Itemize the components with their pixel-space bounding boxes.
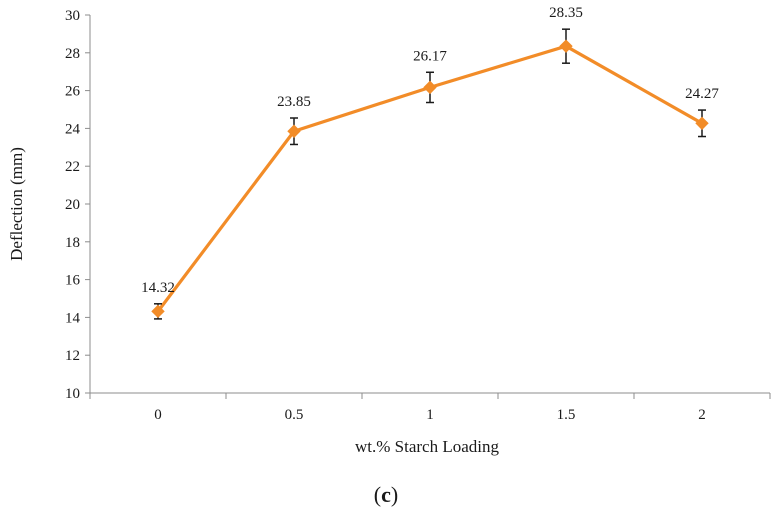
panel-label-close: ) bbox=[391, 482, 398, 507]
x-axis-title: wt.% Starch Loading bbox=[355, 437, 499, 456]
x-tick-label: 1.5 bbox=[557, 407, 576, 423]
data-label: 14.32 bbox=[141, 280, 175, 296]
y-tick-label: 22 bbox=[65, 159, 80, 175]
data-point bbox=[151, 304, 165, 319]
x-tick-label: 0.5 bbox=[285, 407, 304, 423]
y-tick-label: 14 bbox=[65, 310, 81, 326]
data-point bbox=[287, 124, 301, 138]
data-label: 28.35 bbox=[549, 5, 583, 21]
data-point bbox=[695, 116, 709, 131]
y-tick-label: 28 bbox=[65, 46, 80, 62]
data-label: 24.27 bbox=[685, 86, 719, 102]
axes: 10 12 14 16 18 20 22 24 26 28 30 0 0.5 1 1.5 2 bbox=[65, 8, 771, 423]
y-tick-label: 24 bbox=[65, 121, 81, 137]
y-tick-label: 16 bbox=[65, 273, 81, 289]
panel-label-open: ( bbox=[374, 482, 381, 507]
y-tick-label: 10 bbox=[65, 386, 80, 402]
y-tick-label: 26 bbox=[65, 84, 81, 100]
data-point bbox=[423, 80, 437, 95]
y-axis-title: Deflection (mm) bbox=[7, 147, 26, 261]
data-point bbox=[559, 39, 573, 53]
panel-label: (c) bbox=[374, 482, 398, 507]
y-tick-label: 18 bbox=[65, 235, 80, 251]
x-tick-label: 1 bbox=[426, 407, 434, 423]
data-label: 26.17 bbox=[413, 48, 447, 64]
y-tick-label: 12 bbox=[65, 348, 80, 364]
series-layer: 14.32 23.85 26.17 28.35 24.27 bbox=[141, 5, 719, 320]
y-tick-label: 30 bbox=[65, 8, 80, 24]
y-tick-label: 20 bbox=[65, 197, 80, 213]
data-label: 23.85 bbox=[277, 94, 311, 110]
x-tick-label: 0 bbox=[154, 407, 162, 423]
panel-label-letter: c bbox=[381, 482, 391, 507]
x-tick-label: 2 bbox=[698, 407, 706, 423]
